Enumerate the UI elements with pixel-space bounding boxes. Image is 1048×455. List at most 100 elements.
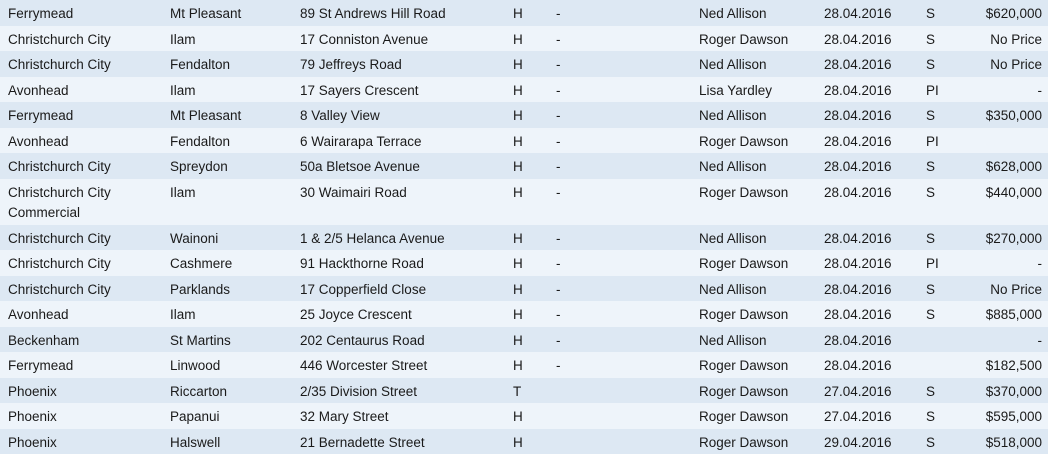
cell-office: Avonhead [8, 133, 69, 149]
cell-price: No Price [990, 57, 1042, 72]
cell-office: Phoenix [8, 383, 57, 399]
cell-agent: Roger Dawson [699, 358, 789, 373]
cell-agent: Roger Dawson [699, 133, 789, 149]
cell-note: - [556, 184, 561, 200]
cell-date: 28.04.2016 [824, 108, 892, 123]
cell-property-type: H [513, 434, 523, 450]
cell-property-type: H [513, 332, 523, 348]
cell-price: $270,000 [985, 230, 1042, 246]
cell-agent: Roger Dawson [699, 184, 789, 200]
cell-sale-type: S [926, 159, 936, 174]
cell-price: $518,000 [985, 434, 1042, 450]
cell-agent: Roger Dawson [699, 409, 789, 424]
cell-sale-type: S [926, 307, 936, 322]
cell-suburb: Mt Pleasant [170, 6, 242, 21]
cell-office: Christchurch City [8, 281, 111, 297]
cell-price: $595,000 [985, 409, 1042, 424]
cell-price: - [1037, 82, 1043, 98]
table-row: Christchurch City Spreydon 50a Bletsoe Ave… [0, 153, 1048, 179]
table-row: Phoenix Papanui 32 Mary Street H Roger Dawso… [0, 403, 1048, 429]
cell-office: Christchurch City [8, 159, 111, 174]
cell-office: Avonhead [8, 307, 69, 322]
cell-date: 28.04.2016 [824, 256, 892, 271]
cell-price: - [1037, 332, 1043, 348]
cell-address: 1 & 2/5 Helanca Avenue [300, 230, 445, 246]
cell-address: 446 Worcester Street [300, 358, 428, 373]
cell-suburb: Ilam [170, 184, 196, 200]
cell-agent: Ned Allison [699, 159, 767, 174]
table-row: Christchurch City Parklands 17 Copperfield… [0, 275, 1048, 301]
cell-sale-type: S [926, 434, 936, 450]
table-row: Ferrymead Mt Pleasant 8 Valley View H - Ned A… [0, 102, 1048, 128]
cell-address: 89 St Andrews Hill Road [300, 6, 446, 21]
cell-agent: Ned Allison [699, 57, 767, 72]
cell-date: 28.04.2016 [824, 358, 892, 373]
cell-suburb: Ilam [170, 307, 196, 322]
cell-suburb: Halswell [170, 434, 221, 450]
cell-office: Ferrymead [8, 6, 74, 21]
cell-agent: Roger Dawson [699, 256, 789, 271]
cell-price: $440,000 [985, 184, 1042, 200]
cell-sale-type: PI [926, 82, 939, 98]
cell-address: 17 Conniston Avenue [300, 31, 429, 47]
cell-price: No Price [990, 31, 1042, 47]
cell-date: 28.04.2016 [824, 281, 892, 297]
cell-agent: Ned Allison [699, 332, 767, 348]
cell-note: - [556, 82, 561, 98]
table-row: Phoenix Halswell 21 Bernadette Street H Roge… [0, 428, 1048, 454]
cell-property-type: H [513, 184, 523, 200]
table-row: Avonhead Fendalton 6 Wairarapa Terrace H - R… [0, 127, 1048, 153]
cell-address: 6 Wairarapa Terrace [300, 133, 422, 149]
cell-sale-type: S [926, 409, 936, 424]
cell-sale-type: PI [926, 256, 939, 271]
cell-property-type: H [513, 230, 523, 246]
cell-suburb: Wainoni [170, 230, 219, 246]
table-row: Ferrymead Linwood 446 Worcester Street H - Ro… [0, 352, 1048, 378]
cell-price: $885,000 [985, 307, 1042, 322]
cell-suburb: Mt Pleasant [170, 108, 242, 123]
cell-sale-type: S [926, 383, 936, 399]
cell-note: - [556, 57, 561, 72]
cell-agent: Roger Dawson [699, 383, 789, 399]
table-row: Avonhead Ilam 17 Sayers Crescent H - Lisa Yar… [0, 76, 1048, 102]
cell-suburb: Fendalton [170, 57, 231, 72]
cell-date: 28.04.2016 [824, 159, 892, 174]
cell-date: 28.04.2016 [824, 230, 892, 246]
cell-agent: Roger Dawson [699, 31, 789, 47]
cell-date: 28.04.2016 [824, 332, 892, 348]
cell-suburb: Fendalton [170, 133, 231, 149]
cell-suburb: Spreydon [170, 159, 228, 174]
cell-address: 202 Centaurus Road [300, 332, 425, 348]
table-row: Christchurch City Cashmere 91 Hackthorne R… [0, 250, 1048, 276]
cell-date: 27.04.2016 [824, 409, 892, 424]
cell-sale-type: S [926, 184, 936, 200]
cell-address: 21 Bernadette Street [300, 434, 425, 450]
cell-property-type: H [513, 31, 523, 47]
table-row: Ferrymead Mt Pleasant 89 St Andrews Hill R… [0, 0, 1048, 26]
cell-note: - [556, 159, 561, 174]
table-row: Christchurch City Commercial Ilam 30 Waima… [0, 178, 1048, 225]
cell-suburb: Ilam [170, 31, 196, 47]
cell-sale-type: PI [926, 133, 939, 149]
cell-price: $350,000 [985, 108, 1042, 123]
cell-property-type: T [513, 383, 522, 399]
cell-office: Beckenham [8, 332, 80, 348]
cell-property-type: H [513, 133, 523, 149]
table-row: Avonhead Ilam 25 Joyce Crescent H - Roger Daw… [0, 301, 1048, 327]
cell-office: Ferrymead [8, 358, 74, 373]
cell-property-type: H [513, 82, 523, 98]
cell-suburb: Linwood [170, 358, 221, 373]
table-row: Phoenix Riccarton 2/35 Division Street T Rog… [0, 377, 1048, 403]
cell-suburb: St Martins [170, 332, 231, 348]
cell-property-type: H [513, 57, 523, 72]
cell-sale-type: S [926, 57, 936, 72]
cell-note: - [556, 281, 561, 297]
cell-office: Avonhead [8, 82, 69, 98]
cell-office: Christchurch City [8, 230, 111, 246]
cell-property-type: H [513, 256, 523, 271]
cell-property-type: H [513, 6, 523, 21]
cell-price: $620,000 [985, 6, 1042, 21]
cell-suburb: Riccarton [170, 383, 228, 399]
cell-date: 28.04.2016 [824, 57, 892, 72]
cell-suburb: Parklands [170, 281, 231, 297]
